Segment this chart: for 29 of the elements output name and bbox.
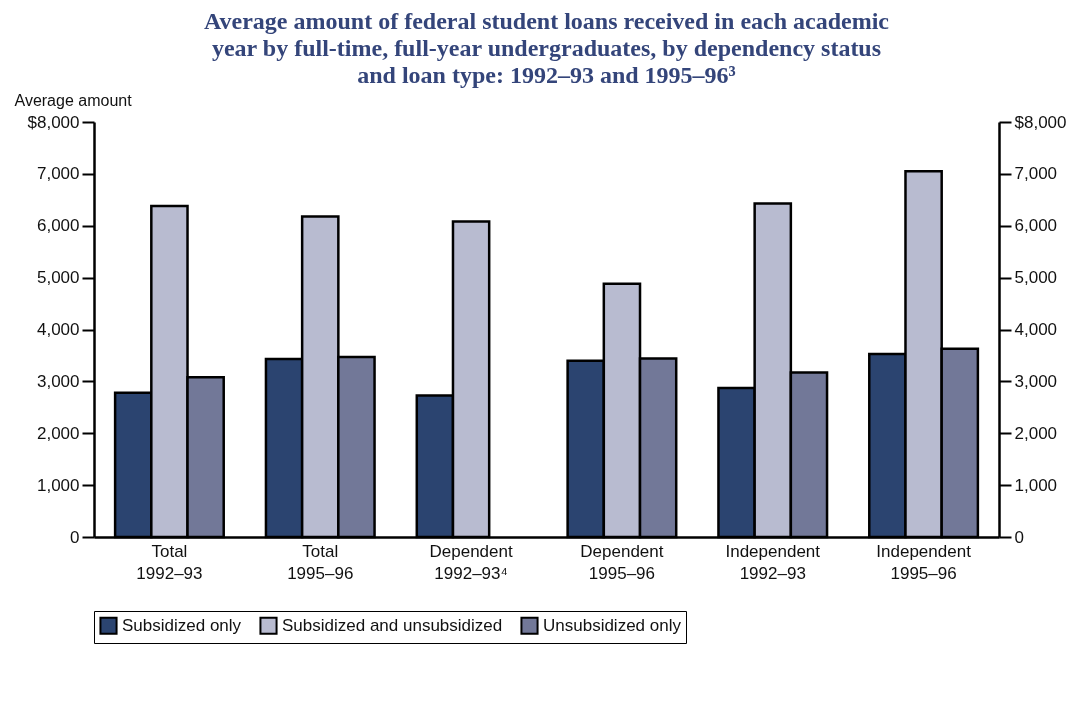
legend-label: Subsidized and unsubsidized [282,615,503,635]
y-axis-title: Average amount [14,91,133,109]
y2-tick-label: 1,000 [1014,475,1058,495]
x-tick-label: Total 1995–96 [287,541,354,583]
y2-tick-label: $8,000 [1014,112,1067,132]
y2-tick-label: 6,000 [1014,216,1058,236]
x-tick-label: Dependent 1995–96 [580,541,664,583]
y2-tick-label: 4,000 [1014,320,1058,339]
legend-label: Subsidized only [122,615,242,635]
x-tick-label: Total 1992–93 [136,541,203,583]
chart-title: Average amount of federal student loans received in each academic year by full-time, full-year undergraduates, by dependency status and loan type: 1992–93 and 1995–96³ [204,8,890,88]
y-tick-label: 6,000 [36,216,80,236]
y-tick-label: 7,000 [36,164,80,184]
y-tick-label: 2,000 [36,423,80,443]
y-tick-label: 3,000 [36,371,80,391]
legend-label: Unsubsidized only [543,615,682,635]
y-tick-label: 1,000 [36,475,80,495]
y2-tick-label: 2,000 [1014,423,1058,443]
x-tick-label: Independent 1992–93 [725,541,821,583]
y2-tick-label: 3,000 [1014,371,1058,391]
x-tick-label: Dependent 1992–93⁴ [429,541,513,583]
y2-tick-label: 5,000 [1014,268,1058,288]
y2-tick-label: 0 [1014,527,1024,547]
y2-tick-label: 7,000 [1014,164,1058,184]
x-tick-label: Independent 1995–96 [876,541,972,583]
y-tick-label: 4,000 [36,320,80,339]
y-tick-label: 0 [70,527,80,547]
y-tick-label: $8,000 [27,112,80,132]
y-tick-label: 5,000 [36,268,80,288]
